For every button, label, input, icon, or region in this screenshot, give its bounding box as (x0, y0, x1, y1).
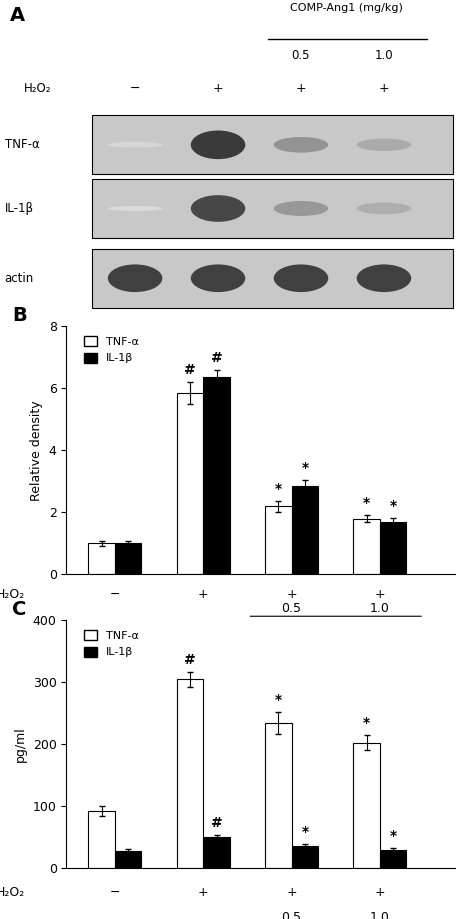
Text: #: # (210, 351, 222, 365)
Ellipse shape (191, 130, 246, 159)
Bar (177, 679, 203, 868)
Text: *: * (363, 716, 370, 730)
Text: *: * (301, 461, 309, 475)
Ellipse shape (274, 137, 328, 153)
Text: 0.5: 0.5 (282, 911, 301, 919)
Ellipse shape (356, 265, 411, 292)
Bar (92, 249, 453, 308)
Text: COMP-Ang1 (mg/kg): COMP-Ang1 (mg/kg) (290, 3, 402, 13)
Bar (354, 518, 380, 574)
Y-axis label: Relative density: Relative density (30, 400, 43, 501)
Text: *: * (275, 482, 282, 496)
Bar (380, 850, 406, 868)
Bar (115, 543, 141, 574)
Ellipse shape (274, 265, 328, 292)
Ellipse shape (191, 195, 246, 221)
Text: *: * (390, 829, 397, 843)
Text: TNF-α: TNF-α (5, 139, 39, 152)
Bar (177, 393, 203, 574)
Text: H₂O₂: H₂O₂ (0, 588, 25, 601)
Text: −: − (130, 82, 140, 95)
Text: H₂O₂: H₂O₂ (24, 82, 51, 95)
Y-axis label: pg/ml: pg/ml (14, 727, 27, 762)
Bar (380, 522, 406, 574)
Text: 0.5: 0.5 (292, 49, 310, 62)
Legend: TNF-α, IL-1β: TNF-α, IL-1β (80, 332, 144, 368)
Ellipse shape (356, 203, 411, 214)
Text: #: # (210, 816, 222, 830)
Ellipse shape (274, 201, 328, 216)
Text: −: − (109, 886, 120, 899)
Text: 0.5: 0.5 (282, 602, 301, 616)
Text: 1.0: 1.0 (370, 911, 390, 919)
Text: −: − (109, 588, 120, 601)
Bar (92, 179, 453, 238)
Text: +: + (213, 82, 223, 95)
Bar (354, 743, 380, 868)
Text: H₂O₂: H₂O₂ (0, 886, 25, 899)
Bar (115, 851, 141, 868)
Legend: TNF-α, IL-1β: TNF-α, IL-1β (80, 626, 144, 662)
Text: B: B (12, 306, 27, 325)
Text: IL-1β: IL-1β (5, 202, 34, 215)
Text: COMP-Ang1 (mg/kg): COMP-Ang1 (mg/kg) (273, 622, 399, 635)
Ellipse shape (108, 265, 162, 292)
Text: *: * (363, 496, 370, 510)
Text: 1.0: 1.0 (374, 49, 393, 62)
Text: +: + (374, 588, 385, 601)
Text: *: * (275, 693, 282, 707)
Ellipse shape (356, 139, 411, 151)
Text: +: + (379, 82, 389, 95)
Text: *: * (301, 824, 309, 839)
Bar (265, 506, 292, 574)
Text: *: * (390, 499, 397, 514)
Text: actin: actin (5, 272, 34, 285)
Text: +: + (198, 886, 209, 899)
Text: #: # (184, 363, 196, 378)
Bar (292, 846, 318, 868)
Text: C: C (12, 600, 27, 619)
Text: +: + (286, 886, 297, 899)
Text: +: + (286, 588, 297, 601)
Bar (92, 115, 453, 175)
Text: +: + (374, 886, 385, 899)
Bar (89, 811, 115, 868)
Bar (265, 722, 292, 868)
Text: #: # (184, 652, 196, 667)
Bar (292, 486, 318, 574)
Bar (203, 837, 230, 868)
Bar (203, 378, 230, 574)
Ellipse shape (108, 206, 162, 211)
Text: A: A (9, 6, 25, 25)
Ellipse shape (108, 142, 162, 148)
Bar (89, 543, 115, 574)
Text: 1.0: 1.0 (370, 602, 390, 616)
Ellipse shape (191, 265, 246, 292)
Text: +: + (296, 82, 306, 95)
Text: +: + (198, 588, 209, 601)
